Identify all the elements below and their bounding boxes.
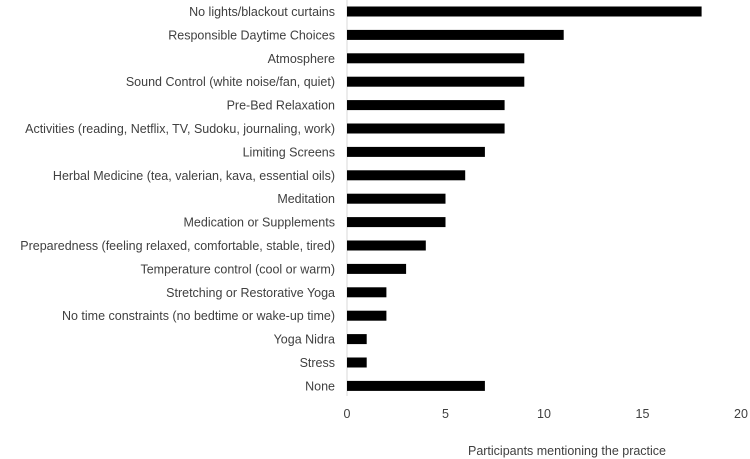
bar — [347, 380, 485, 391]
category-label: Activities (reading, Netflix, TV, Sudoku… — [25, 122, 335, 136]
x-tick-labels: 0 5 10 15 20 — [344, 407, 748, 421]
category-label: Atmosphere — [268, 52, 335, 66]
x-tick-label: 20 — [734, 407, 748, 421]
bar — [347, 240, 426, 251]
bar — [347, 310, 387, 321]
bar — [347, 357, 367, 368]
category-label: Pre-Bed Relaxation — [227, 99, 335, 113]
bar — [347, 53, 525, 64]
category-label: Responsible Daytime Choices — [168, 28, 335, 42]
x-axis-title: Participants mentioning the practice — [468, 444, 666, 458]
bar — [347, 6, 702, 17]
category-label: Meditation — [277, 192, 335, 206]
category-label: Temperature control (cool or warm) — [140, 262, 335, 276]
x-tick-label: 5 — [442, 407, 449, 421]
category-label: No lights/blackout curtains — [189, 5, 335, 19]
bars — [347, 6, 702, 391]
bar — [347, 76, 525, 87]
bar — [347, 263, 407, 274]
bar — [347, 123, 505, 134]
bar — [347, 334, 367, 345]
category-label: No time constraints (no bedtime or wake-… — [62, 309, 335, 323]
category-label: Preparedness (feeling relaxed, comfortab… — [20, 239, 335, 253]
x-tick-label: 0 — [344, 407, 351, 421]
category-label: Stress — [300, 356, 335, 370]
category-label: Limiting Screens — [243, 145, 335, 159]
bar — [347, 29, 564, 40]
category-label: Yoga Nidra — [274, 333, 335, 347]
x-tick-label: 10 — [537, 407, 551, 421]
category-label: None — [305, 379, 335, 393]
category-label: Herbal Medicine (tea, valerian, kava, es… — [53, 169, 335, 183]
bar — [347, 193, 446, 204]
category-label: Sound Control (white noise/fan, quiet) — [126, 75, 335, 89]
bar — [347, 217, 446, 228]
category-label: Medication or Supplements — [184, 216, 335, 230]
bar — [347, 100, 505, 111]
bar — [347, 170, 466, 181]
bar — [347, 287, 387, 298]
bar — [347, 146, 485, 157]
category-label: Stretching or Restorative Yoga — [166, 286, 335, 300]
category-labels: No lights/blackout curtains Responsible D… — [20, 5, 335, 393]
x-tick-label: 15 — [636, 407, 650, 421]
